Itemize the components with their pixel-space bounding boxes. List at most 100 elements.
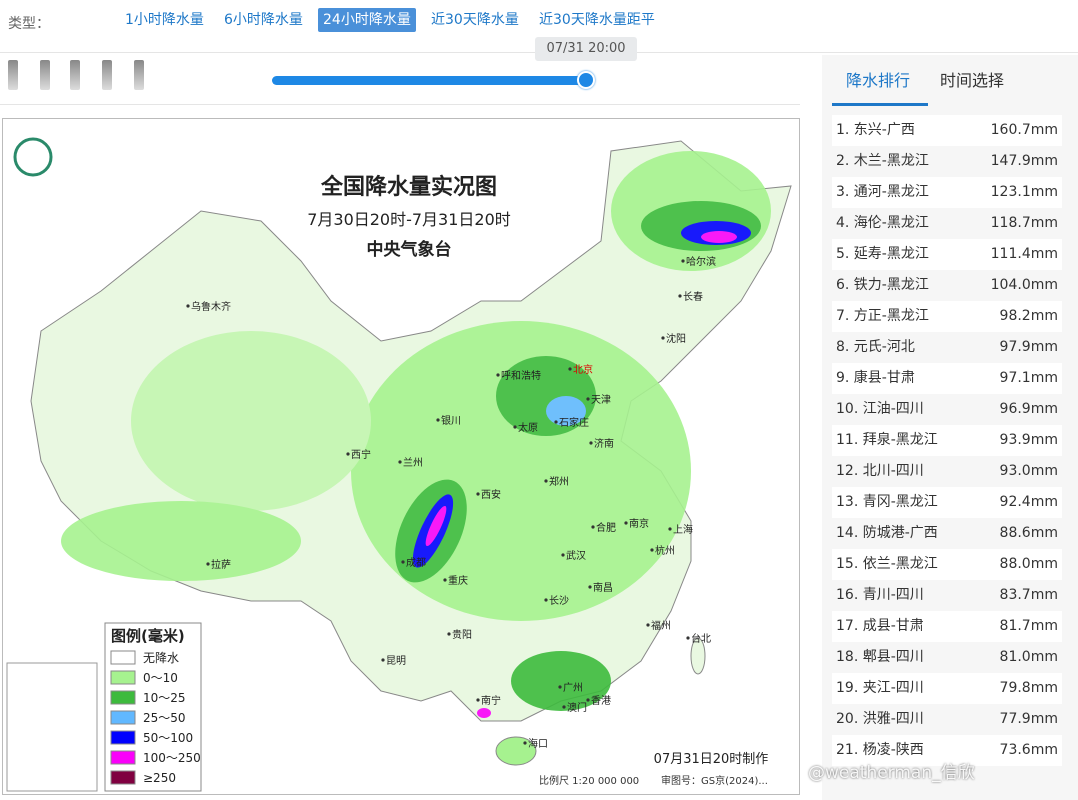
city-dot: [588, 585, 592, 589]
legend-swatch: [110, 690, 136, 705]
control-button[interactable]: [102, 60, 112, 90]
rain-areas: [61, 151, 771, 718]
city-dot: [544, 598, 548, 602]
control-button[interactable]: [134, 60, 144, 90]
amount: 123.1mm: [990, 184, 1058, 200]
city-dot: [686, 636, 690, 640]
type-tab[interactable]: 近30天降水量: [431, 12, 519, 28]
legend-label: 100～250: [143, 751, 201, 765]
type-tab[interactable]: 6小时降水量: [224, 12, 303, 28]
city-dot: [678, 294, 682, 298]
city-label: 沈阳: [666, 332, 686, 345]
city-label: 南昌: [593, 581, 613, 594]
city-dot: [681, 259, 685, 263]
city-dot: [586, 397, 590, 401]
slider-handle[interactable]: [577, 71, 595, 89]
ranking-row: 12. 北川-四川 93.0mm: [832, 456, 1062, 487]
ranking-row: 21. 杨凌-陕西 73.6mm: [832, 735, 1062, 766]
city-label: 澳门: [567, 701, 587, 714]
city-dot: [496, 373, 500, 377]
ranking-row: 14. 防城港-广西 88.6mm: [832, 518, 1062, 549]
control-button[interactable]: [70, 60, 80, 90]
amount: 93.0mm: [999, 463, 1058, 479]
amount: 160.7mm: [990, 122, 1058, 138]
ranking-row: 7. 方正-黑龙江 98.2mm: [832, 301, 1062, 332]
amount: 118.7mm: [990, 215, 1058, 231]
city-dot: [346, 452, 350, 456]
city-label: 太原: [518, 421, 538, 434]
scale: 比例尺 1:20 000 000: [539, 774, 639, 787]
ranking-row: 9. 康县-甘肃 97.1mm: [832, 363, 1062, 394]
city-label: 合肥: [596, 521, 616, 534]
amount: 79.8mm: [999, 680, 1058, 696]
control-button[interactable]: [8, 60, 18, 90]
station: 16. 青川-四川: [836, 587, 924, 603]
city-dot: [523, 741, 527, 745]
sidebar-tab[interactable]: 时间选择: [940, 71, 1005, 90]
city-label: 哈尔滨: [686, 255, 716, 268]
taiwan: [690, 637, 706, 675]
city-dot: [562, 705, 566, 709]
map-source: 中央气象台: [367, 239, 452, 260]
legend-swatch: [110, 670, 136, 685]
city-label: 台北: [691, 632, 711, 645]
station: 19. 夹江-四川: [836, 680, 924, 696]
control-button[interactable]: [40, 60, 50, 90]
city-label: 天津: [591, 394, 611, 406]
legend: 图例(毫米) 无降水 0～10 10～25 25～50 50～100 100～250 ≥25…: [104, 622, 202, 792]
station: 8. 元氏-河北: [836, 339, 915, 355]
type-label: 类型：: [8, 16, 50, 32]
amount: 88.6mm: [999, 525, 1058, 541]
station: 9. 康县-甘肃: [836, 370, 915, 386]
legend-swatch: [110, 650, 136, 665]
type-tab[interactable]: 近30天降水量距平: [539, 12, 655, 28]
station: 12. 北川-四川: [836, 463, 924, 479]
station: 11. 拜泉-黑龙江: [836, 432, 938, 448]
ranking-row: 1. 东兴-广西 160.7mm: [832, 115, 1062, 146]
city-dot: [398, 460, 402, 464]
city-dot: [436, 418, 440, 422]
amount: 98.2mm: [999, 308, 1058, 324]
precipitation-map: 全国降水量实况图 7月30日20时-7月31日20时 中央气象台 07月31日2…: [3, 119, 799, 794]
city-label: 长沙: [549, 595, 569, 607]
type-tab[interactable]: 1小时降水量: [125, 12, 204, 28]
sidebar-tab[interactable]: 降水排行: [846, 71, 911, 90]
city-label: 南宁: [481, 694, 501, 707]
city-label: 长春: [683, 291, 703, 303]
legend-label: 50～100: [143, 731, 193, 745]
legend-box: [104, 622, 202, 792]
city-label: 福州: [651, 619, 671, 632]
legend-swatch: [110, 710, 136, 725]
ranking-row: 11. 拜泉-黑龙江 93.9mm: [832, 425, 1062, 456]
amount: 93.9mm: [999, 432, 1058, 448]
legend-label: 25～50: [143, 711, 186, 725]
logo: [13, 137, 53, 177]
time-slider[interactable]: [272, 76, 588, 85]
sidebar: 降水排行 时间选择 1. 东兴-广西 160.7mm 2. 木兰-黑龙江 147.9mm 3…: [822, 55, 1078, 800]
ranking-row: 8. 元氏-河北 97.9mm: [832, 332, 1062, 363]
city-label: 济南: [594, 437, 614, 450]
station: 17. 成县-甘肃: [836, 618, 924, 634]
city-dot: [206, 562, 210, 566]
ranking-row: 2. 木兰-黑龙江 147.9mm: [832, 146, 1062, 177]
city-label: 银川: [441, 414, 461, 427]
city-dot: [661, 336, 665, 340]
legend-label: ≥250: [143, 771, 176, 785]
legend-label: 0～10: [143, 671, 178, 685]
city-label: 西宁: [351, 448, 371, 461]
slider-tooltip: 07/31 20:00: [535, 37, 637, 61]
ranking-row: 20. 洪雅-四川 77.9mm: [832, 704, 1062, 735]
legend-title: 图例(毫米): [111, 627, 185, 645]
separator: [0, 104, 800, 105]
station: 1. 东兴-广西: [836, 122, 915, 138]
city-label: 贵阳: [452, 628, 472, 641]
city-dot: [401, 560, 405, 564]
legend-swatch: [110, 730, 136, 745]
type-tab[interactable]: 24小时降水量: [318, 8, 416, 32]
city-label: 上海: [673, 523, 693, 536]
city-dot: [624, 521, 628, 525]
city-dot: [586, 698, 590, 702]
city-dot: [668, 527, 672, 531]
city-label: 北京: [573, 363, 593, 376]
